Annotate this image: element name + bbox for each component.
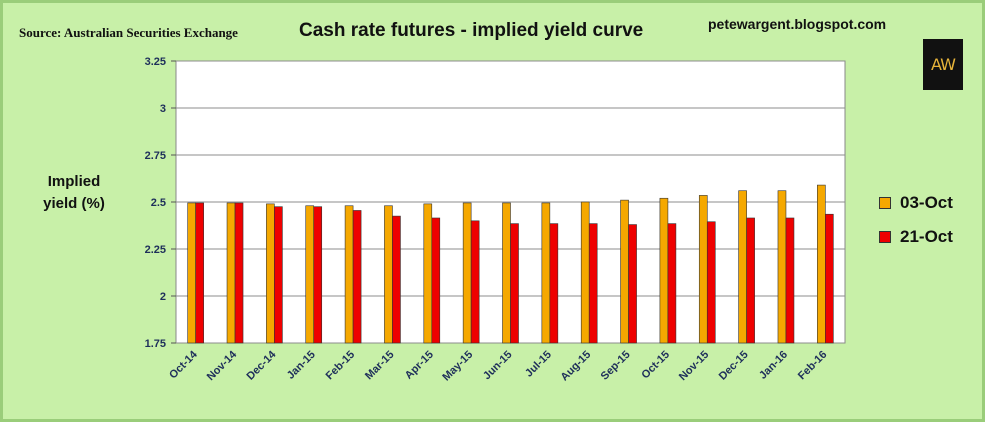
legend: 03-Oct 21-Oct bbox=[879, 186, 953, 254]
source-note: Source: Australian Securities Exchange bbox=[19, 25, 238, 40]
y-tick-label: 3 bbox=[160, 103, 166, 115]
legend-label-03-oct: 03-Oct bbox=[900, 193, 953, 212]
bar-21-oct-dec-14 bbox=[274, 206, 283, 344]
bar-03-oct-mar-15 bbox=[384, 205, 393, 344]
bar-21-oct-mar-15 bbox=[392, 215, 401, 344]
bar-21-oct-apr-15 bbox=[431, 217, 441, 344]
legend-item-21-oct: 21-Oct bbox=[879, 220, 953, 254]
y-tick-label: 1.75 bbox=[145, 338, 166, 350]
x-tick-label: Jul-15 bbox=[523, 349, 554, 380]
bar-03-oct-jul-15 bbox=[541, 202, 551, 344]
logo-text: AW bbox=[931, 55, 956, 74]
bar-21-oct-jan-15 bbox=[313, 206, 323, 344]
bar-21-oct-feb-16 bbox=[825, 213, 834, 344]
x-tick-label: Feb-16 bbox=[796, 349, 830, 383]
x-tick-label: Feb-15 bbox=[324, 349, 358, 383]
bar-03-oct-feb-16 bbox=[817, 184, 826, 344]
bar-03-oct-nov-15 bbox=[698, 195, 708, 344]
bar-21-oct-oct-14 bbox=[195, 202, 204, 344]
bar-21-oct-feb-15 bbox=[352, 210, 362, 344]
bar-21-oct-jan-16 bbox=[785, 217, 795, 344]
bar-03-oct-feb-15 bbox=[344, 205, 354, 344]
legend-swatch-03-oct bbox=[879, 197, 891, 209]
bar-03-oct-dec-15 bbox=[738, 190, 747, 344]
bar-03-oct-jan-16 bbox=[777, 190, 787, 344]
bar-03-oct-dec-14 bbox=[266, 203, 275, 344]
bar-21-oct-sep-15 bbox=[628, 224, 637, 344]
bar-03-oct-oct-14 bbox=[187, 202, 196, 344]
y-tick-label: 2.5 bbox=[151, 197, 166, 209]
x-tick-label: Jan-16 bbox=[757, 349, 790, 382]
y-axis-label: Implied yield (%) bbox=[43, 173, 105, 212]
bar-03-oct-may-15 bbox=[462, 202, 472, 344]
bar-21-oct-oct-15 bbox=[667, 223, 677, 344]
x-tick-label: Nov-14 bbox=[205, 348, 240, 383]
x-tick-label: Jan-15 bbox=[285, 349, 318, 382]
x-tick-label: Jun-15 bbox=[481, 349, 515, 383]
bar-21-oct-dec-15 bbox=[746, 217, 755, 344]
legend-swatch-21-oct bbox=[879, 231, 891, 243]
bar-03-oct-nov-14 bbox=[226, 202, 236, 344]
x-tick-label: May-15 bbox=[440, 349, 475, 384]
bar-03-oct-jun-15 bbox=[502, 202, 511, 344]
x-tick-label: Dec-15 bbox=[717, 349, 751, 383]
x-tick-label: Oct-15 bbox=[639, 349, 672, 382]
y-tick-label: 2.75 bbox=[145, 150, 166, 162]
y-tick-label: 2 bbox=[160, 291, 166, 303]
bar-03-oct-sep-15 bbox=[620, 199, 629, 344]
x-tick-label: Apr-15 bbox=[403, 349, 436, 382]
bar-03-oct-oct-15 bbox=[659, 197, 669, 344]
site-url: petewargent.blogspot.com bbox=[708, 16, 887, 32]
y-tick-label: 2.25 bbox=[145, 244, 166, 256]
bar-21-oct-aug-15 bbox=[588, 223, 598, 344]
bar-21-oct-nov-15 bbox=[706, 221, 716, 344]
chart-title: Cash rate futures - implied yield curve bbox=[299, 20, 644, 41]
bar-21-oct-may-15 bbox=[470, 220, 480, 344]
y-tick-label: 3.25 bbox=[145, 56, 166, 68]
bar-21-oct-nov-14 bbox=[234, 202, 244, 344]
x-tick-label: Dec-14 bbox=[245, 348, 280, 383]
x-tick-label: Oct-14 bbox=[167, 348, 200, 381]
bar-03-oct-jan-15 bbox=[305, 205, 315, 344]
x-tick-label: Mar-15 bbox=[363, 349, 397, 383]
bar-21-oct-jul-15 bbox=[549, 223, 559, 344]
x-tick-label: Aug-15 bbox=[558, 349, 593, 384]
bar-21-oct-jun-15 bbox=[510, 223, 519, 344]
aw-logo: AW bbox=[923, 39, 963, 90]
bar-03-oct-aug-15 bbox=[580, 201, 590, 344]
legend-item-03-oct: 03-Oct bbox=[879, 186, 953, 220]
legend-label-21-oct: 21-Oct bbox=[900, 227, 953, 246]
bar-03-oct-apr-15 bbox=[423, 203, 433, 344]
x-tick-label: Sep-15 bbox=[599, 349, 633, 383]
x-tick-label: Nov-15 bbox=[677, 349, 711, 383]
